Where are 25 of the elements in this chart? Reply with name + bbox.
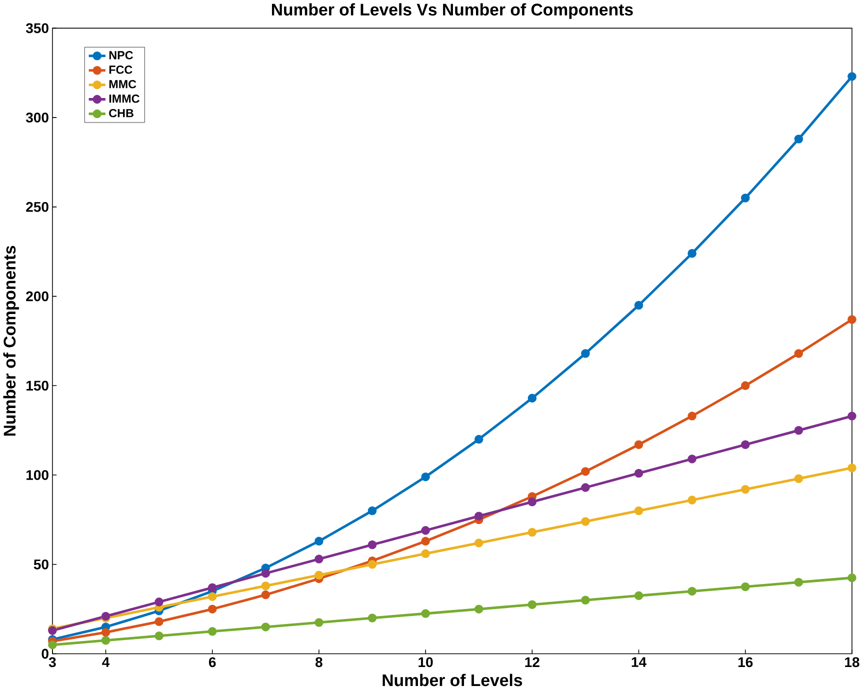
y-axis-title: Number of Components xyxy=(3,246,19,436)
x-tick-label: 16 xyxy=(738,656,753,667)
x-tick-label: 12 xyxy=(525,656,540,667)
y-tick-label: 250 xyxy=(26,202,48,212)
y-tick-label: 350 xyxy=(26,23,48,33)
y-tick-label: 300 xyxy=(26,112,48,122)
legend-label: MMC xyxy=(109,80,136,88)
legend-label: NPC xyxy=(109,50,133,60)
y-tick-label: 50 xyxy=(34,559,48,570)
x-tick-label: 4 xyxy=(102,656,110,667)
x-tick-label: 10 xyxy=(418,656,433,667)
chart-title: Number of Levels Vs Number of Components xyxy=(272,3,633,19)
x-axis-title: Number of Levels xyxy=(382,674,522,686)
x-tick-label: 6 xyxy=(208,656,216,667)
x-tick-label: 14 xyxy=(632,656,646,667)
x-tick-label: 3 xyxy=(48,656,56,667)
legend-label: CHB xyxy=(109,108,134,118)
legend-label: FCC xyxy=(109,65,132,74)
y-tick-label: 0 xyxy=(42,648,48,659)
x-tick-label: 8 xyxy=(315,656,322,667)
y-tick-label: 100 xyxy=(26,470,48,480)
x-tick-label: 18 xyxy=(845,656,860,667)
y-tick-label: 150 xyxy=(26,380,48,390)
y-tick-label: 200 xyxy=(26,291,48,302)
legend-label: IMMC xyxy=(109,94,140,103)
